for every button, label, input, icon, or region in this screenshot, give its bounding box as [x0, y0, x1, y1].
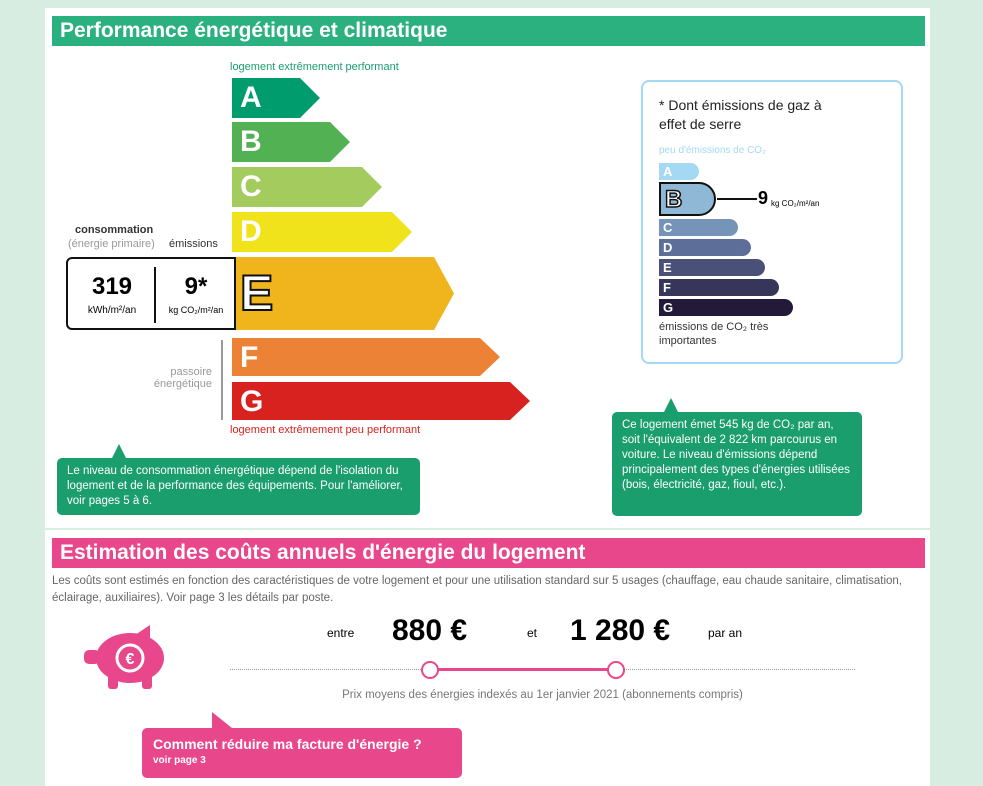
energy-class-F: F	[232, 338, 500, 376]
energy-title: Performance énergétique et climatique	[52, 16, 925, 46]
top-label: logement extrêmement performant	[230, 61, 399, 73]
bottom-label: logement extrêmement peu performant	[230, 424, 421, 436]
passoire-line	[221, 340, 223, 420]
consumption-sub: (énergie primaire)	[68, 238, 155, 250]
costs-description: Les coûts sont estimés en fonction des c…	[52, 575, 903, 604]
piggy-bank-icon: €	[84, 625, 164, 689]
emissions-value: 9*	[184, 273, 208, 300]
callout-pointer	[112, 444, 126, 458]
energy-class-A: A	[232, 78, 320, 118]
and-label: et	[527, 626, 538, 640]
ges-class-C: C	[659, 219, 738, 236]
ges-note: Ce logement émet 545 kg de CO₂ par an, s…	[612, 412, 862, 516]
max-marker	[607, 661, 625, 679]
price-note: Prix moyens des énergies indexés au 1er …	[342, 689, 743, 701]
ges-top-label: peu d'émissions de CO₂	[659, 145, 766, 156]
ges-class-B: B	[659, 182, 716, 216]
svg-text:€: €	[126, 651, 135, 668]
between-label: entre	[327, 626, 355, 640]
emissions-label: émissions	[169, 238, 218, 250]
ges-class-G: G	[659, 299, 793, 316]
min-cost: 880 €	[392, 614, 468, 647]
ges-class-D: D	[659, 239, 751, 256]
ges-class-A: A	[659, 163, 699, 180]
reduce-page-link[interactable]: voir page 3	[153, 755, 206, 766]
energy-note: Le niveau de consommation énergétique dé…	[57, 458, 420, 515]
costs-title: Estimation des coûts annuels d'énergie d…	[52, 538, 925, 568]
energy-class-C: C	[232, 167, 382, 207]
ges-callout-pointer	[664, 398, 678, 412]
max-cost: 1 280 €	[570, 614, 671, 647]
reduce-bill-link[interactable]: Comment réduire ma facture d'énergie ? v…	[142, 728, 462, 778]
passoire-label: passoire énergétique	[153, 366, 212, 390]
emissions-unit: kg CO₂/m²/an	[168, 305, 224, 315]
energy-class-G: G	[232, 382, 530, 420]
consumption-unit: kWh/m²/an	[87, 305, 137, 316]
ges-unit: kg CO₂/m²/an	[771, 199, 820, 208]
divider	[154, 267, 156, 323]
cost-range	[430, 668, 616, 671]
ges-value: 9	[758, 188, 769, 208]
ges-class-E: E	[659, 259, 765, 276]
per-year-label: par an	[708, 626, 743, 640]
consumption-value: 319	[91, 273, 133, 300]
min-marker	[421, 661, 439, 679]
reduce-title: Comment réduire ma facture d'énergie ?	[153, 736, 422, 752]
energy-class-E: E	[232, 257, 454, 330]
ges-title: * Dont émissions de gaz à effet de serre	[659, 97, 822, 132]
reduce-pointer	[212, 712, 232, 728]
ges-pointer-line	[717, 198, 757, 200]
values-box: 319 kWh/m²/an 9* kg CO₂/m²/an	[66, 257, 236, 330]
energy-class-B: B	[232, 122, 350, 162]
ges-class-F: F	[659, 279, 779, 296]
ges-box: * Dont émissions de gaz à effet de serre	[641, 80, 903, 364]
energy-class-D: D	[232, 212, 412, 252]
consumption-label: consommation	[75, 224, 154, 236]
ges-bottom-label: émissions de CO₂ très importantes	[659, 321, 769, 347]
